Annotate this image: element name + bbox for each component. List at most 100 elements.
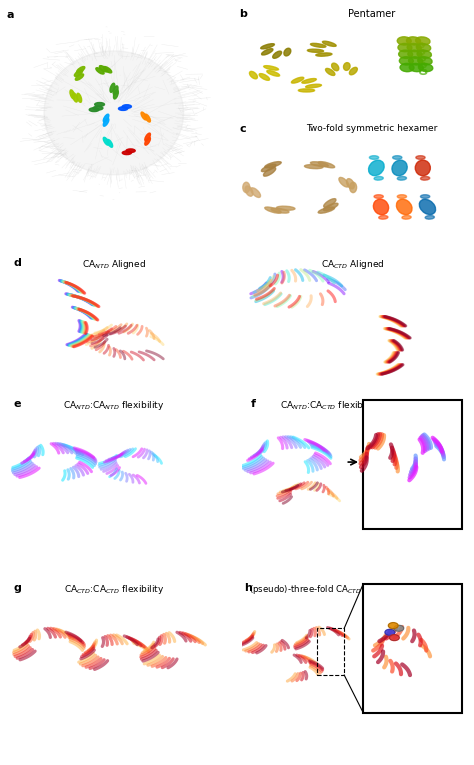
Ellipse shape — [271, 208, 289, 213]
Ellipse shape — [419, 200, 436, 214]
Ellipse shape — [418, 57, 432, 65]
Ellipse shape — [392, 156, 402, 159]
Text: CA$_{NTD}$ Aligned: CA$_{NTD}$ Aligned — [82, 258, 146, 271]
Ellipse shape — [417, 50, 431, 58]
Ellipse shape — [379, 216, 388, 220]
Text: CA$_{NTD}$:CA$_{NTD}$ flexibility: CA$_{NTD}$:CA$_{NTD}$ flexibility — [63, 399, 164, 412]
Ellipse shape — [265, 161, 281, 168]
Ellipse shape — [126, 149, 135, 152]
Ellipse shape — [326, 68, 335, 76]
Ellipse shape — [420, 195, 430, 198]
Circle shape — [385, 630, 395, 635]
Bar — [318, 628, 344, 675]
Ellipse shape — [261, 44, 274, 49]
Ellipse shape — [310, 161, 328, 167]
Ellipse shape — [369, 156, 379, 159]
Ellipse shape — [369, 160, 384, 176]
Ellipse shape — [145, 137, 150, 145]
Ellipse shape — [346, 179, 355, 189]
Text: g: g — [13, 583, 21, 593]
Ellipse shape — [310, 44, 326, 47]
Ellipse shape — [339, 177, 349, 187]
Ellipse shape — [374, 199, 389, 215]
Ellipse shape — [398, 44, 412, 52]
Ellipse shape — [298, 89, 315, 92]
Ellipse shape — [110, 83, 115, 93]
Ellipse shape — [402, 216, 411, 220]
Ellipse shape — [264, 168, 276, 176]
Ellipse shape — [392, 160, 407, 176]
Ellipse shape — [249, 71, 257, 79]
Circle shape — [394, 625, 404, 631]
Ellipse shape — [399, 57, 413, 65]
Ellipse shape — [100, 66, 108, 72]
Ellipse shape — [419, 63, 433, 72]
Ellipse shape — [332, 63, 339, 70]
Ellipse shape — [267, 70, 280, 76]
Ellipse shape — [400, 63, 414, 72]
Ellipse shape — [122, 105, 131, 109]
Text: d: d — [13, 258, 21, 268]
Ellipse shape — [95, 103, 104, 106]
Text: f: f — [251, 399, 255, 409]
Polygon shape — [44, 51, 183, 174]
Ellipse shape — [318, 161, 335, 168]
Ellipse shape — [292, 77, 304, 83]
Ellipse shape — [349, 67, 357, 75]
Ellipse shape — [245, 186, 253, 196]
Ellipse shape — [265, 207, 281, 213]
Ellipse shape — [316, 53, 332, 56]
Ellipse shape — [107, 139, 113, 148]
Ellipse shape — [374, 177, 383, 181]
Ellipse shape — [318, 207, 335, 213]
Ellipse shape — [307, 49, 324, 52]
Ellipse shape — [89, 108, 99, 112]
Ellipse shape — [397, 195, 407, 198]
Ellipse shape — [273, 51, 282, 58]
Bar — [363, 401, 462, 529]
Ellipse shape — [416, 156, 425, 159]
Ellipse shape — [103, 114, 109, 122]
Ellipse shape — [374, 195, 383, 198]
Ellipse shape — [322, 41, 336, 47]
Ellipse shape — [396, 199, 412, 215]
Ellipse shape — [416, 37, 430, 45]
Ellipse shape — [409, 63, 423, 72]
Text: (pseudo)-three-fold CA$_{CTD}$ flexibility: (pseudo)-three-fold CA$_{CTD}$ flexibili… — [249, 583, 404, 596]
Ellipse shape — [416, 44, 431, 52]
Ellipse shape — [323, 203, 338, 210]
Text: Two-fold symmetric hexamer: Two-fold symmetric hexamer — [306, 124, 438, 132]
Text: a: a — [7, 10, 14, 20]
Ellipse shape — [103, 119, 109, 126]
Text: CA$_{NTD}$:CA$_{CTD}$ flexibility: CA$_{NTD}$:CA$_{CTD}$ flexibility — [281, 399, 381, 412]
Text: c: c — [239, 124, 246, 134]
Circle shape — [388, 623, 398, 629]
Ellipse shape — [350, 182, 356, 193]
Ellipse shape — [262, 49, 273, 55]
Ellipse shape — [70, 90, 75, 99]
Ellipse shape — [103, 137, 109, 145]
Ellipse shape — [145, 114, 150, 122]
Ellipse shape — [408, 50, 422, 58]
Ellipse shape — [145, 133, 150, 141]
Ellipse shape — [113, 86, 118, 95]
Text: h: h — [244, 583, 252, 593]
Ellipse shape — [243, 182, 250, 193]
Ellipse shape — [407, 44, 421, 52]
Ellipse shape — [284, 48, 291, 56]
Circle shape — [390, 635, 399, 640]
Ellipse shape — [251, 188, 261, 197]
Ellipse shape — [324, 199, 336, 207]
Ellipse shape — [415, 160, 430, 176]
Ellipse shape — [276, 207, 295, 210]
Ellipse shape — [113, 90, 118, 99]
Ellipse shape — [76, 67, 85, 73]
Bar — [363, 584, 462, 713]
Text: CA$_{CTD}$:CA$_{CTD}$ flexibility: CA$_{CTD}$:CA$_{CTD}$ flexibility — [64, 583, 164, 596]
Ellipse shape — [118, 107, 128, 110]
Ellipse shape — [264, 66, 279, 70]
Text: e: e — [13, 399, 21, 409]
Ellipse shape — [261, 164, 276, 171]
Ellipse shape — [420, 177, 430, 181]
Ellipse shape — [344, 63, 350, 70]
